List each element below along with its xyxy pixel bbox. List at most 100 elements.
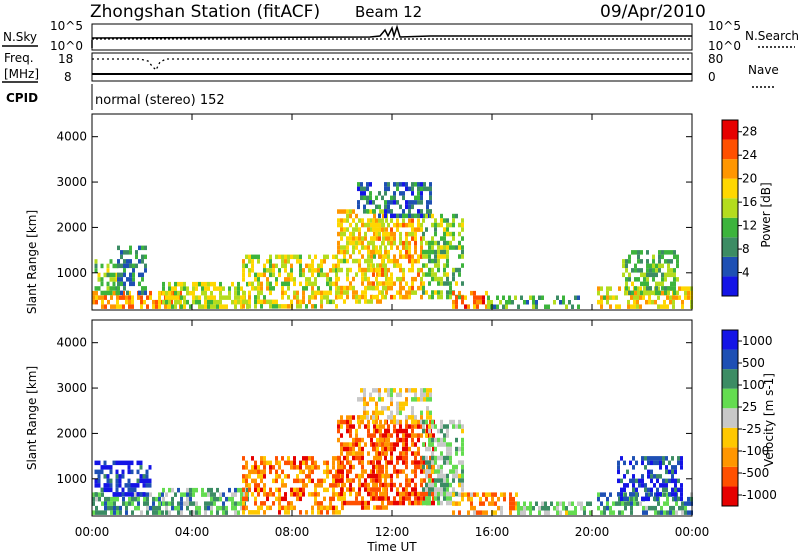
velocity-cell <box>434 424 437 429</box>
power-cell <box>431 213 434 219</box>
power-cell <box>103 290 107 296</box>
power-cell <box>640 290 643 296</box>
velocity-cell <box>675 501 678 506</box>
velocity-cell <box>204 510 207 515</box>
power-cell <box>293 254 296 260</box>
velocity-cell <box>266 492 269 497</box>
velocity-cell <box>574 510 577 515</box>
power-cell <box>384 272 387 277</box>
velocity-cell <box>629 492 632 497</box>
power-cell <box>311 304 314 309</box>
velocity-cell <box>674 465 677 470</box>
power-cell <box>317 290 320 296</box>
power-cell <box>443 231 446 237</box>
velocity-cell <box>449 469 452 474</box>
velocity-cell <box>428 487 431 492</box>
power-cell <box>95 295 98 300</box>
velocity-cell <box>363 406 366 411</box>
power-cell <box>92 299 95 305</box>
power-cell <box>684 286 687 291</box>
velocity-cell <box>417 500 420 506</box>
velocity-cell <box>113 496 116 502</box>
power-cell <box>627 299 630 305</box>
power-cell <box>358 294 361 300</box>
velocity-cell <box>428 428 431 434</box>
velocity-cell <box>363 388 366 393</box>
velocity-cell <box>260 501 263 506</box>
velocity-cell <box>361 455 364 461</box>
power-cell <box>308 268 311 273</box>
velocity-cell <box>290 465 293 470</box>
power-cell <box>363 204 366 210</box>
power-cell <box>355 222 358 228</box>
velocity-cell <box>680 465 683 470</box>
velocity-cell <box>237 487 240 493</box>
power-cell <box>402 209 405 214</box>
velocity-cell <box>367 433 370 438</box>
velocity-cell <box>317 483 320 488</box>
velocity-cell <box>142 474 146 479</box>
velocity-cell <box>343 496 346 501</box>
power-cell <box>422 218 425 223</box>
power-cell <box>254 254 257 260</box>
power-cell <box>458 240 461 246</box>
power-cell <box>355 258 358 264</box>
velocity-cell <box>376 437 379 443</box>
power-cell <box>340 258 343 264</box>
velocity-cell <box>440 487 443 492</box>
velocity-cell <box>437 491 440 497</box>
velocity-cell <box>665 478 668 484</box>
power-cell <box>687 286 690 291</box>
power-cell <box>446 231 449 237</box>
velocity-cell <box>422 419 425 425</box>
velocity-cell <box>189 492 192 497</box>
power-cell <box>637 254 640 260</box>
velocity-cell <box>143 501 146 506</box>
power-cell <box>314 277 317 282</box>
velocity-cell <box>158 496 161 502</box>
power-cell <box>140 304 143 309</box>
power-cell <box>162 286 165 291</box>
nsky-tick-bottom: 10^0 <box>50 39 83 53</box>
velocity-cell <box>210 501 213 506</box>
velocity-cell <box>414 482 417 488</box>
velocity-cell <box>207 505 210 511</box>
power-cell <box>426 186 429 192</box>
velocity-cell <box>653 474 656 479</box>
velocity-cell <box>272 478 275 484</box>
velocity-cell <box>349 433 352 438</box>
nsky-tick-top: 10^5 <box>50 19 83 33</box>
power-cell <box>639 304 642 309</box>
power-cell <box>370 299 373 304</box>
velocity-cell <box>263 474 266 479</box>
power-cell <box>123 250 126 255</box>
power-cell <box>664 286 667 291</box>
power-cell <box>237 290 240 296</box>
power-cell <box>399 213 402 219</box>
power-cell <box>624 290 627 296</box>
power-cell <box>317 272 320 278</box>
velocity-cell <box>627 501 630 506</box>
velocity-cell <box>626 483 629 488</box>
velocity-cell <box>417 451 420 456</box>
power-cell <box>425 263 428 268</box>
power-cell <box>293 281 296 287</box>
power-cell <box>352 276 355 282</box>
velocity-cell <box>538 506 541 511</box>
velocity-cell <box>648 505 651 511</box>
velocity-cell <box>346 419 349 425</box>
power-cell <box>311 268 314 273</box>
power-cell <box>399 236 402 241</box>
power-cell <box>225 304 228 309</box>
velocity-cell <box>411 500 414 506</box>
velocity-cell <box>390 473 393 479</box>
velocity-cell <box>379 428 382 434</box>
velocity-cell <box>385 464 388 470</box>
power-cell <box>281 286 284 291</box>
power-cell <box>428 249 431 255</box>
power-cell <box>393 281 396 286</box>
power-cell <box>661 250 664 255</box>
power-cell <box>326 277 329 282</box>
power-cell <box>428 240 431 246</box>
velocity-cell <box>329 469 332 475</box>
